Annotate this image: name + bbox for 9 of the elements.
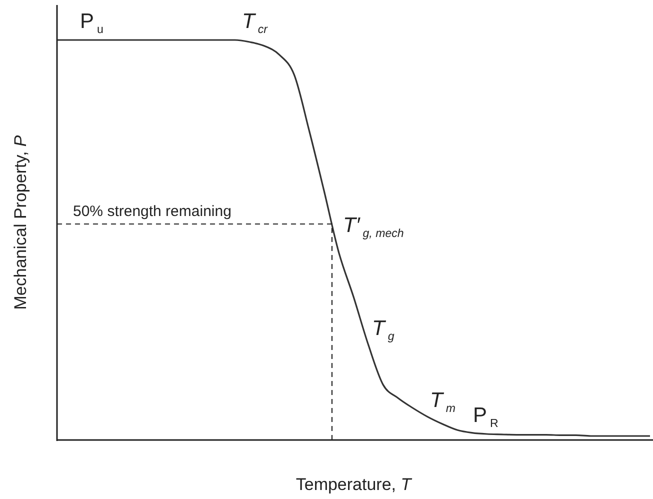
annotation: T$_{m}$ (430, 389, 456, 415)
text: P$_{u}$ (80, 10, 104, 36)
annotation: T$_{g}$ (372, 317, 395, 343)
ref-line-label: 50% strength remaining (73, 203, 232, 220)
text: T$_{cr}$ (242, 10, 269, 36)
annotation: T′$_{g, mech}$ (343, 214, 404, 240)
y-axis-title: Mechanical Property, P (11, 134, 30, 310)
x-axis-title: Temperature, T (296, 475, 413, 494)
annotation: P$_{R}$ (473, 404, 498, 430)
